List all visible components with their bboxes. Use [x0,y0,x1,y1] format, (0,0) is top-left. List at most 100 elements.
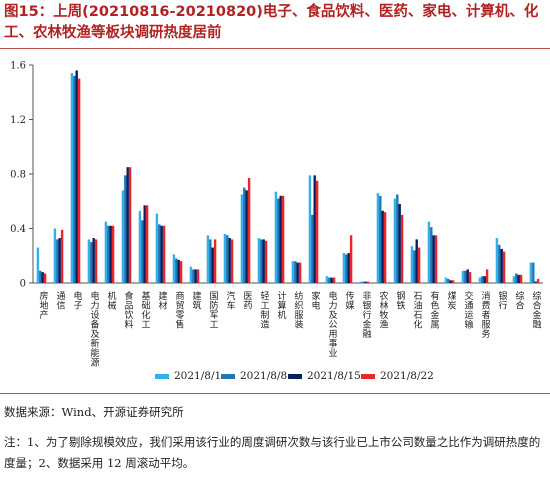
bar [264,240,268,283]
y-tick-label: 0.8 [10,170,26,181]
bar [519,274,523,283]
bar [466,269,469,284]
bar [313,175,316,283]
x-tick-label: 轻工制造 [259,290,270,330]
bar [279,195,282,283]
x-tick-label: 房地产 [38,290,49,320]
x-tick-label: 汽车 [225,290,236,311]
bar [325,276,329,283]
bar [60,229,64,283]
x-tick-label: 非银行金融 [361,290,372,339]
bar [121,190,125,283]
legend-item: 2021/8/1 [155,370,221,382]
bar [432,235,435,283]
bottom-divider [0,393,550,394]
x-tick-label: 商贸零售 [174,290,185,330]
bar [315,180,319,283]
bar [481,276,484,283]
x-tick-label: 计算机 [276,290,287,320]
bar [298,262,302,283]
bar [398,203,401,283]
bar [342,253,346,283]
bar [226,235,229,283]
bar [143,205,146,283]
bar [75,70,78,283]
y-tick-label: 1.2 [10,115,26,126]
legend-label: 2021/8/1 [174,370,222,382]
x-tick-label: 石油石化 [412,291,423,329]
y-tick-label: 0 [20,279,26,290]
bar [94,239,98,283]
bar [104,221,108,283]
footnote: 注：1、为了剔除规模效应，我们采用该行业的周度调研次数与该行业已上市公司数量之比… [4,435,541,470]
bar [213,239,217,283]
bar [366,281,370,283]
bar [223,233,227,283]
bar [172,254,176,283]
bar [277,198,280,283]
legend-item: 2021/8/15 [288,370,361,382]
bar [109,225,112,283]
bar [332,277,336,283]
bar [41,272,44,283]
bar [128,167,132,283]
bar [410,246,414,283]
bar [379,195,382,283]
x-tick-label: 消费者服务 [480,290,491,339]
bar [415,239,418,283]
bar [209,239,212,283]
legend-item: 2021/8/22 [361,370,434,382]
bar [175,258,178,283]
bar [126,167,129,283]
legend-label: 2021/8/15 [307,370,361,382]
bar [461,270,465,283]
bar [296,262,299,283]
bar [434,235,438,283]
x-tick-label: 综合 [514,290,525,311]
x-tick-label: 国防军工 [208,291,219,329]
bar [155,213,159,283]
x-tick-label: 综合金融 [531,290,542,330]
bar [502,251,506,283]
bar [90,242,93,284]
bar [189,266,193,283]
bar [447,278,450,283]
legend-swatch [221,373,235,379]
bar [515,273,518,283]
bar [73,75,76,284]
bar [500,248,503,283]
bar [36,247,40,283]
bar [381,210,384,283]
bar [162,225,166,283]
bar [308,175,312,283]
bar [111,225,115,283]
legend-swatch [361,373,375,379]
bar [400,214,404,284]
bar [468,272,472,283]
bar [160,225,163,283]
bar [243,187,246,284]
bar [58,238,61,283]
x-tick-label: 建材 [157,290,168,310]
x-tick-label: 电力设备及新能源 [89,290,100,368]
legend-label: 2021/8/8 [240,370,288,382]
bar [274,191,278,283]
x-tick-label: 传媒 [344,290,355,311]
bar [228,238,231,283]
bar [444,277,448,283]
bar [206,235,210,283]
bar [141,220,144,283]
bar [364,281,367,283]
bar [107,225,110,283]
bar [328,277,331,283]
bar [56,239,59,283]
bar [247,178,251,283]
bar [413,250,416,283]
bar [330,277,333,283]
legend-item: 2021/8/8 [221,370,287,382]
bar [427,221,431,283]
x-tick-label: 农林牧渔 [378,290,389,329]
y-tick-label: 0.4 [10,224,26,235]
x-tick-label: 钢铁 [395,290,406,311]
bar [345,254,348,283]
